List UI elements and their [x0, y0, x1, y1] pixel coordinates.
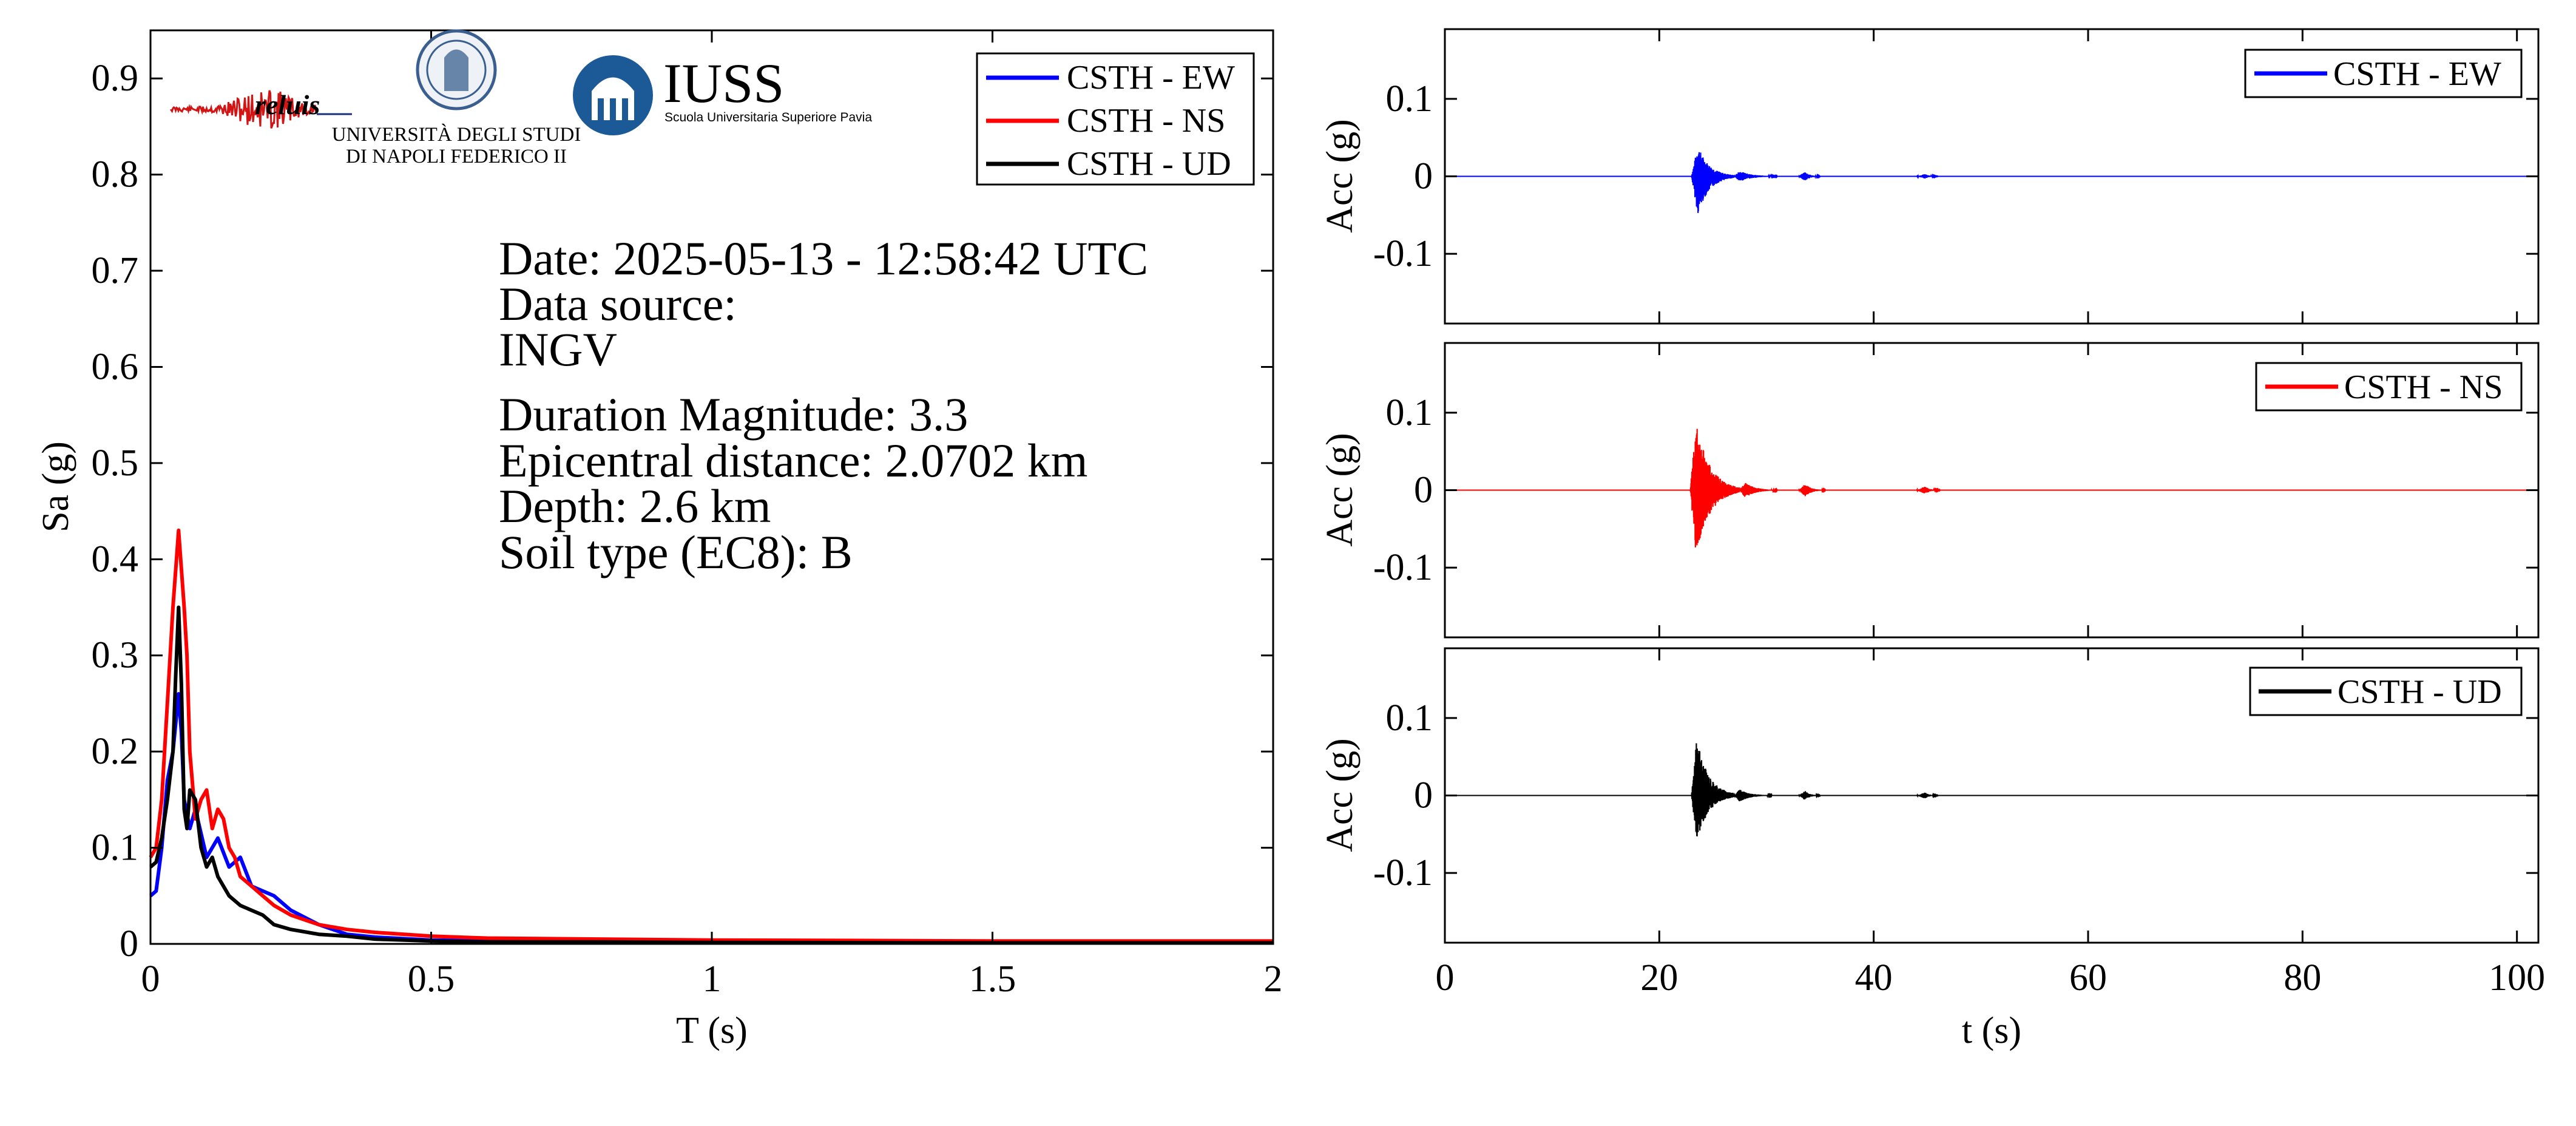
spectrum-y-tick-label: 0.7: [92, 250, 139, 291]
legend-ew-label: CSTH - EW: [1067, 59, 1235, 97]
event-depth: Depth: 2.6 km: [499, 480, 771, 532]
spectrum-y-axis-label: Sa (g): [35, 441, 76, 532]
acc-x-tick-label: 0: [1436, 957, 1455, 999]
ud-ticks: -0.1 0 0.1 0 20 40 60 80 100: [1373, 648, 2545, 999]
ns-legend: CSTH - NS: [2255, 362, 2523, 412]
spectrum-x-tick-label: 1: [703, 958, 722, 1000]
trace-burst-2: [1798, 485, 1827, 497]
trace-burst-0: [1691, 152, 1736, 213]
ud-legend-label: CSTH - UD: [2338, 673, 2502, 711]
spectrum-y-tick-label: 0.2: [92, 731, 139, 772]
legend-ud-label: CSTH - UD: [1067, 145, 1231, 183]
spectrum-ticks: 0 0.5 1 1.5 2 0 0.1 0.2 0.3 0.4 0.5 0.6 0.7 0.8 0.9: [92, 30, 1283, 1000]
spectrum-y-tick-label: 0.6: [92, 346, 139, 387]
acc-x-tick-label: 60: [2069, 957, 2107, 999]
reluis-logo-text: reluis: [255, 89, 320, 120]
ud-y-axis-label: Acc (g): [1319, 738, 1361, 852]
spectrum-x-tick-label: 2: [1264, 958, 1283, 1000]
acc-y-tick-label: 0: [1414, 156, 1433, 197]
acc-y-tick-label: -0.1: [1373, 852, 1433, 894]
spectrum-y-tick-label: 0.5: [92, 443, 139, 484]
acc-y-tick-label: 0: [1414, 470, 1433, 511]
trace-burst-3: [1916, 792, 1939, 799]
acc-y-tick-label: -0.1: [1373, 233, 1433, 274]
acc-x-tick-label: 100: [2489, 957, 2545, 999]
spectrum-legend: CSTH - EW CSTH - NS CSTH - UD: [976, 52, 1255, 186]
ew-legend-label: CSTH - EW: [2333, 55, 2501, 93]
soil-type: Soil type (EC8): B: [499, 526, 853, 578]
ns-trace: [1445, 429, 2538, 548]
event-date: Date: 2025-05-13 - 12:58:42 UTC: [499, 232, 1148, 285]
trace-burst-2: [1798, 791, 1821, 800]
data-source-label: Data source:: [499, 277, 737, 330]
unina-logo-line1: UNIVERSITÀ DEGLI STUDI: [332, 123, 581, 146]
spectrum-y-tick-label: 0.4: [92, 538, 139, 580]
spectrum-y-tick-label: 0.9: [92, 58, 139, 99]
timehistory-x-axis-label: t (s): [1962, 1010, 2021, 1051]
spectrum-y-tick-label: 0.8: [92, 154, 139, 195]
ud-legend: CSTH - UD: [2249, 666, 2523, 716]
trace-burst-3: [1916, 486, 1941, 493]
timehistory-panel-ew: -0.1 0 0.1 Acc (g) CSTH - EW: [1319, 28, 2540, 325]
spectrum-y-tick-label: 0.3: [92, 635, 139, 676]
trace-burst-3: [1916, 173, 1939, 180]
ud-trace: [1445, 743, 2538, 836]
acc-x-tick-label: 20: [1640, 957, 1678, 999]
unina-logo-line2: DI NAPOLI FEDERICO II: [346, 146, 567, 168]
acc-y-tick-label: 0.1: [1386, 697, 1433, 739]
acc-y-tick-label: 0.1: [1386, 78, 1433, 120]
iuss-logo: IUSS Scuola Universitaria Superiore Pavi…: [573, 52, 872, 135]
legend-ns-label: CSTH - NS: [1067, 102, 1225, 140]
acc-y-tick-label: -0.1: [1373, 547, 1433, 588]
ew-ticks: -0.1 0 0.1: [1373, 29, 2538, 324]
ns-legend-label: CSTH - NS: [2344, 368, 2503, 406]
spectrum-x-tick-label: 1.5: [969, 958, 1016, 1000]
spectrum-x-tick-label: 0.5: [408, 958, 455, 1000]
trace-burst-0: [1691, 743, 1736, 836]
spectrum-x-tick-label: 0: [141, 958, 160, 1000]
acc-y-tick-label: 0: [1414, 775, 1433, 816]
spectrum-series-1: [149, 528, 1273, 943]
trace-burst-2: [1798, 172, 1821, 180]
spectrum-x-axis-label: T (s): [676, 1010, 748, 1051]
iuss-logo-subtitle: Scuola Universitaria Superiore Pavia: [664, 110, 872, 124]
ns-ticks: -0.1 0 0.1: [1373, 343, 2538, 637]
spectrum-y-tick-label: 0: [120, 923, 138, 965]
acc-x-tick-label: 40: [1855, 957, 1893, 999]
event-magnitude: Duration Magnitude: 3.3: [499, 388, 968, 441]
ew-trace: [1445, 152, 2538, 213]
data-source-value: INGV: [499, 323, 617, 376]
trace-burst-1: [1734, 172, 1778, 181]
trace-burst-1: [1734, 790, 1773, 802]
reluis-wave-icon: [170, 90, 352, 129]
ew-y-axis-label: Acc (g): [1319, 119, 1361, 233]
timehistory-panel-ns: -0.1 0 0.1 Acc (g) CSTH - NS: [1319, 342, 2540, 639]
reluis-logo: reluis: [170, 89, 352, 129]
spectrum-y-tick-label: 0.1: [92, 827, 139, 869]
ns-y-axis-label: Acc (g): [1319, 433, 1361, 547]
acc-x-tick-label: 80: [2284, 957, 2321, 999]
iuss-logo-text: IUSS: [663, 52, 784, 114]
event-info: Date: 2025-05-13 - 12:58:42 UTC Data sou…: [499, 232, 1148, 578]
epicentral-distance: Epicentral distance: 2.0702 km: [499, 434, 1087, 487]
timehistory-panel-ud: -0.1 0 0.1 0 20 40 60 80 100 Acc (g) t (s) CSTH …: [1319, 647, 2545, 1051]
spectrum-chart: 0 0.5 1 1.5 2 0 0.1 0.2 0.3 0.4 0.5 0.6 0.7 0.8 0.9 T …: [35, 29, 1283, 1051]
trace-burst-0: [1689, 429, 1740, 548]
trace-burst-1: [1739, 483, 1778, 497]
acc-y-tick-label: 0.1: [1386, 392, 1433, 433]
ew-legend: CSTH - EW: [2244, 49, 2523, 98]
unina-logo: UNIVERSITÀ DEGLI STUDI DI NAPOLI FEDERIC…: [332, 29, 581, 168]
reluis-wave-path: [170, 90, 318, 129]
